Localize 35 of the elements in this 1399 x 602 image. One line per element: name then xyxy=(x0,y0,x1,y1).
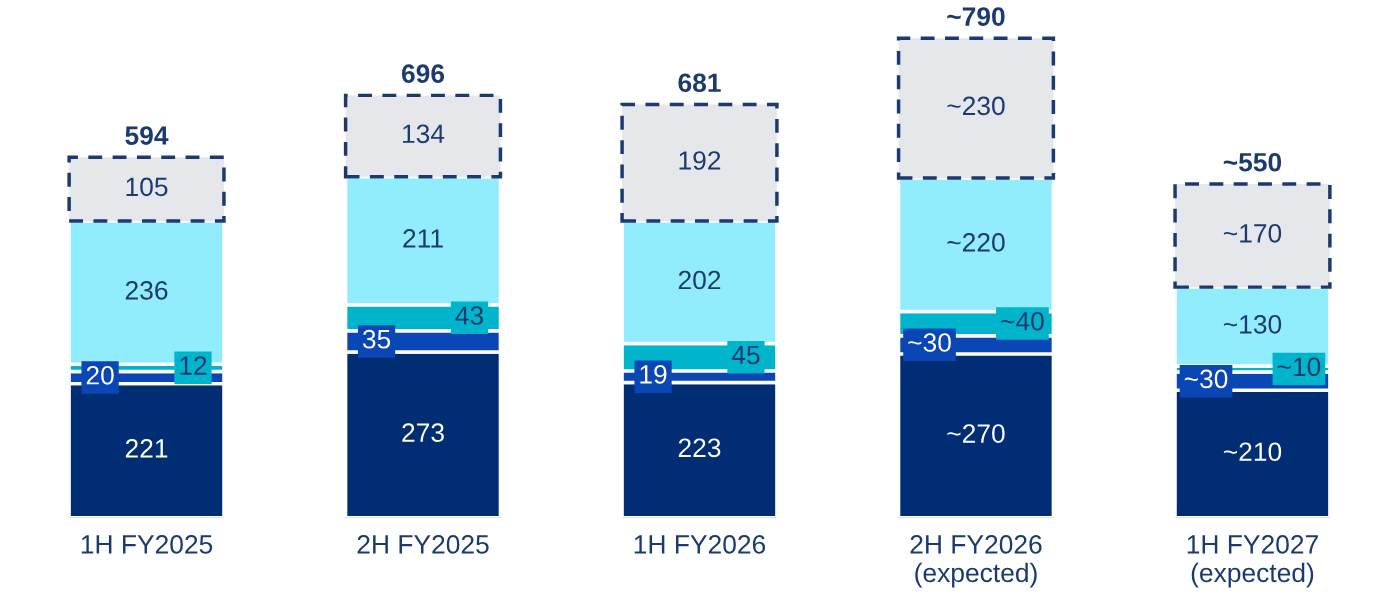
data-label: ~270 xyxy=(947,424,1005,443)
data-label: ~170 xyxy=(1223,223,1282,243)
x-tick-label: 2H FY2025 xyxy=(357,535,489,554)
data-label: 202 xyxy=(678,270,721,290)
total-label: 594 xyxy=(125,126,169,145)
data-label: ~40 xyxy=(1001,311,1044,331)
data-label: ~210 xyxy=(1223,442,1282,462)
data-label: 211 xyxy=(403,229,443,248)
data-label: 134 xyxy=(403,124,445,144)
x-tick-label: 2H FY2026 (expected) xyxy=(910,535,1042,588)
data-label: 20 xyxy=(86,365,114,385)
data-label: 19 xyxy=(640,365,667,384)
total-label: ~790 xyxy=(947,7,1005,26)
data-label: ~220 xyxy=(947,233,1005,252)
data-label: ~30 xyxy=(1184,369,1228,389)
data-label: 35 xyxy=(362,329,391,349)
data-label: 43 xyxy=(455,306,483,325)
data-label: 273 xyxy=(402,423,444,442)
data-label: 221 xyxy=(125,439,168,458)
x-tick-label: 1H FY2026 xyxy=(634,535,766,554)
data-label: 192 xyxy=(679,151,721,170)
data-label: 236 xyxy=(125,281,168,300)
data-label: ~230 xyxy=(947,96,1005,116)
data-label: 223 xyxy=(678,438,721,458)
x-tick-label: 1H FY2027 (expected) xyxy=(1187,535,1318,588)
total-label: 681 xyxy=(678,73,721,93)
data-label: 105 xyxy=(126,177,168,197)
x-tick-label: 1H FY2025 xyxy=(81,535,213,554)
total-label: ~550 xyxy=(1223,152,1282,172)
total-label: 696 xyxy=(401,64,445,83)
data-label: ~130 xyxy=(1223,314,1282,334)
data-label: ~30 xyxy=(908,333,951,352)
data-label: 45 xyxy=(731,345,760,365)
data-label: ~10 xyxy=(1277,357,1321,377)
data-label: 12 xyxy=(180,356,207,375)
